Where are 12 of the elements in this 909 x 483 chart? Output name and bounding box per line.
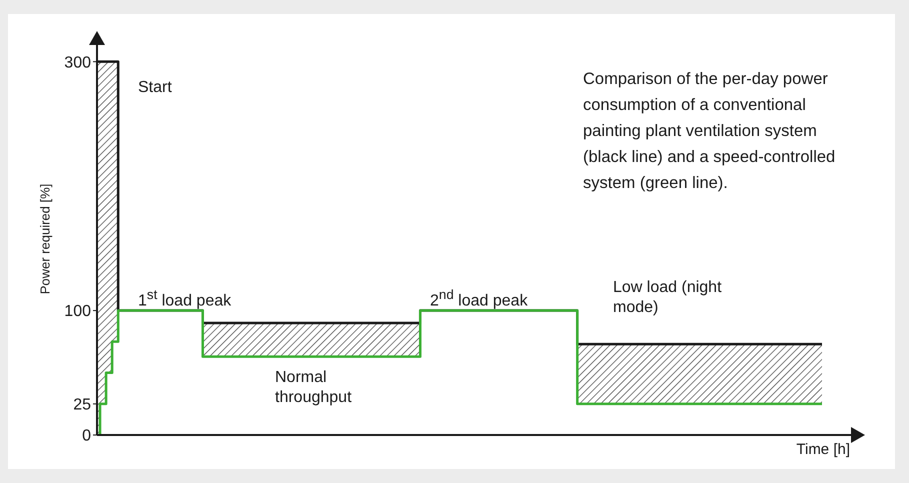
- x-axis-title: Time [h]: [796, 441, 850, 458]
- annotation: Comparison of the per-day power consumption of a conventional painting plant ventilation system (black line) and a speed-controlled system (green line).: [583, 69, 836, 194]
- y-tick-label: 0: [82, 428, 92, 445]
- annotation: 2$^{nd}$ load peak: [430, 286, 529, 312]
- annotation: Normal throughput: [275, 368, 353, 408]
- y-tick-label: 25: [73, 396, 92, 414]
- annotation: 1$^{st}$ load peak: [138, 286, 232, 312]
- annotation: Start: [138, 78, 173, 98]
- y-tick-label: 300: [64, 54, 92, 72]
- y-tick-label: 100: [64, 303, 92, 320]
- y-axis-title: Power required [%]: [38, 184, 53, 294]
- annotation: Low load (night mode): [613, 278, 723, 318]
